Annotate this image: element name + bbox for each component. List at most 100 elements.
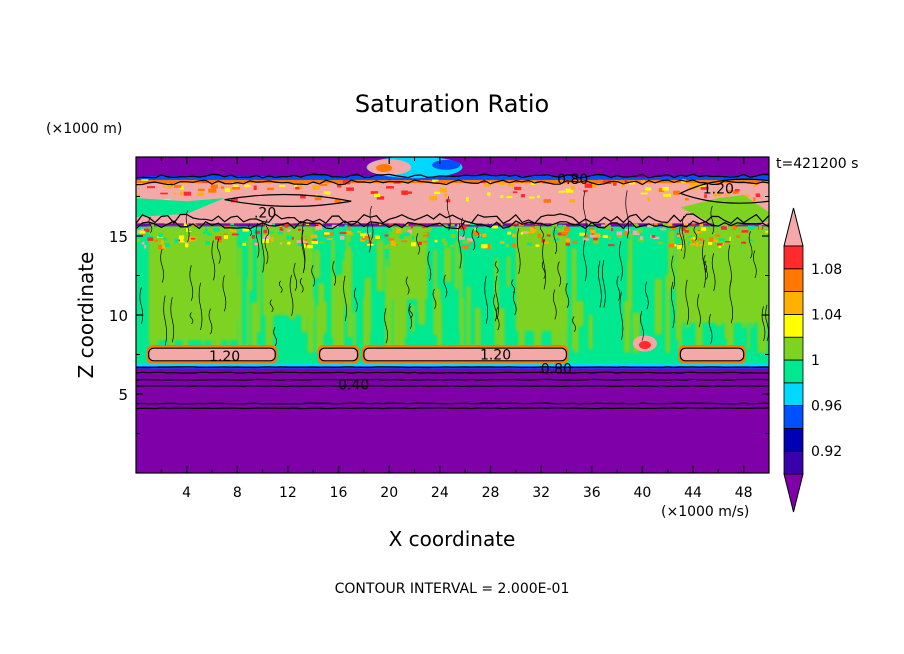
field-band-cell (262, 238, 269, 243)
contour-line (565, 283, 570, 308)
contour-line (289, 274, 294, 316)
field-band-cell (692, 239, 695, 243)
field-band-cell (364, 235, 371, 239)
field-band-cell (489, 229, 497, 232)
field-streak (376, 240, 384, 292)
field-blotch (658, 188, 664, 193)
contour-line (616, 275, 621, 301)
field-band-cell (242, 228, 249, 232)
field-band-cell (512, 233, 516, 238)
field-blotch (229, 188, 232, 191)
contour-label: 1.20 (703, 182, 734, 198)
contour-line (748, 230, 753, 259)
field-band-cell (456, 227, 460, 232)
field-band-cell (441, 238, 446, 243)
field-blotch (147, 186, 155, 189)
field-band-cell (388, 228, 393, 232)
field-streak (342, 260, 349, 289)
field-band-cell (701, 227, 707, 232)
contour-line (354, 287, 358, 312)
chart-title: Saturation Ratio (355, 90, 549, 118)
field-streak (314, 249, 321, 279)
field-blotch (173, 192, 177, 195)
field-band-cell (136, 238, 141, 243)
field-band-cell (579, 232, 587, 236)
field-band-cell (158, 233, 163, 238)
contour-line (679, 223, 683, 251)
field-band-cell (616, 231, 623, 236)
field-blotch (434, 191, 441, 195)
field-band-cell (725, 224, 728, 229)
field-band-cell (679, 233, 684, 236)
field-blotch (663, 193, 672, 197)
field-blotch (179, 185, 184, 190)
field-band-cell (297, 242, 304, 247)
x-tick-label: 28 (482, 485, 500, 501)
field-blotch (435, 181, 439, 184)
field-band-cell (747, 225, 755, 230)
contour-interval-note: CONTOUR INTERVAL = 2.000E-01 (335, 581, 570, 597)
contour-line (460, 217, 465, 238)
field-blotch (346, 187, 354, 191)
field-band-cell (676, 232, 681, 235)
field-blotch (312, 185, 320, 190)
x-tick-label: 24 (431, 485, 449, 501)
field-blotch (583, 189, 588, 193)
colorbar-swatch (783, 268, 804, 292)
field-band-cell (163, 234, 171, 237)
field-band-cell (163, 236, 167, 241)
field-band-cell (458, 236, 465, 240)
field-band-cell (750, 239, 754, 242)
field-band-cell (741, 241, 747, 244)
field-blotch (507, 184, 514, 187)
field-mass (515, 226, 567, 331)
field-band-cell (630, 228, 638, 232)
contour-labels: 0.80 1.20 .20 1.20 1.20 0.80 0.40 (209, 172, 734, 393)
field-band-cell (765, 230, 769, 233)
contour-line (189, 265, 194, 301)
field-band-cell (140, 228, 148, 232)
field-band-cell (360, 233, 367, 237)
field-blotch (386, 186, 394, 189)
field-blotch (530, 181, 536, 185)
lower-pink (319, 348, 358, 362)
colorbar-swatch (783, 291, 804, 315)
field-band-cell (422, 233, 428, 235)
field-streak (572, 280, 576, 347)
field-band-cell (526, 239, 532, 244)
field-band-cell (156, 238, 164, 242)
field-band-cell (468, 240, 472, 245)
contour-line (542, 239, 546, 290)
field-band-cell (699, 222, 704, 227)
lower-cyan (136, 363, 769, 367)
field-band-cell (277, 231, 283, 235)
field-band-cell (284, 244, 287, 249)
field-blotch (753, 180, 759, 186)
contour-line (163, 295, 167, 346)
contour-line (572, 316, 576, 332)
field-band-cell (298, 228, 301, 231)
field-band-cell (369, 237, 375, 242)
field-blotch (715, 181, 722, 185)
contour-line (148, 347, 276, 362)
contour-line (512, 291, 517, 316)
field-band-cell (692, 237, 696, 240)
field-blotch (445, 199, 451, 203)
field-band-cell (180, 237, 184, 242)
field-blotch (160, 192, 168, 195)
contour-line (299, 277, 304, 293)
field-blotch (685, 198, 689, 201)
contour-line (264, 235, 269, 265)
field-band-cell (611, 228, 614, 232)
field-band-cell (681, 226, 686, 231)
field-band-cell (520, 232, 523, 235)
field-band-cell (526, 242, 532, 246)
contour-line (681, 215, 686, 260)
field-band-cell (637, 238, 644, 242)
field-band-cell (491, 225, 498, 229)
field-blotch (401, 190, 408, 195)
contour-label: .20 (254, 205, 276, 221)
y-axis-title: Z coordinate (74, 252, 98, 379)
contour-label: 0.40 (338, 378, 369, 394)
field-band-cell (709, 237, 714, 242)
